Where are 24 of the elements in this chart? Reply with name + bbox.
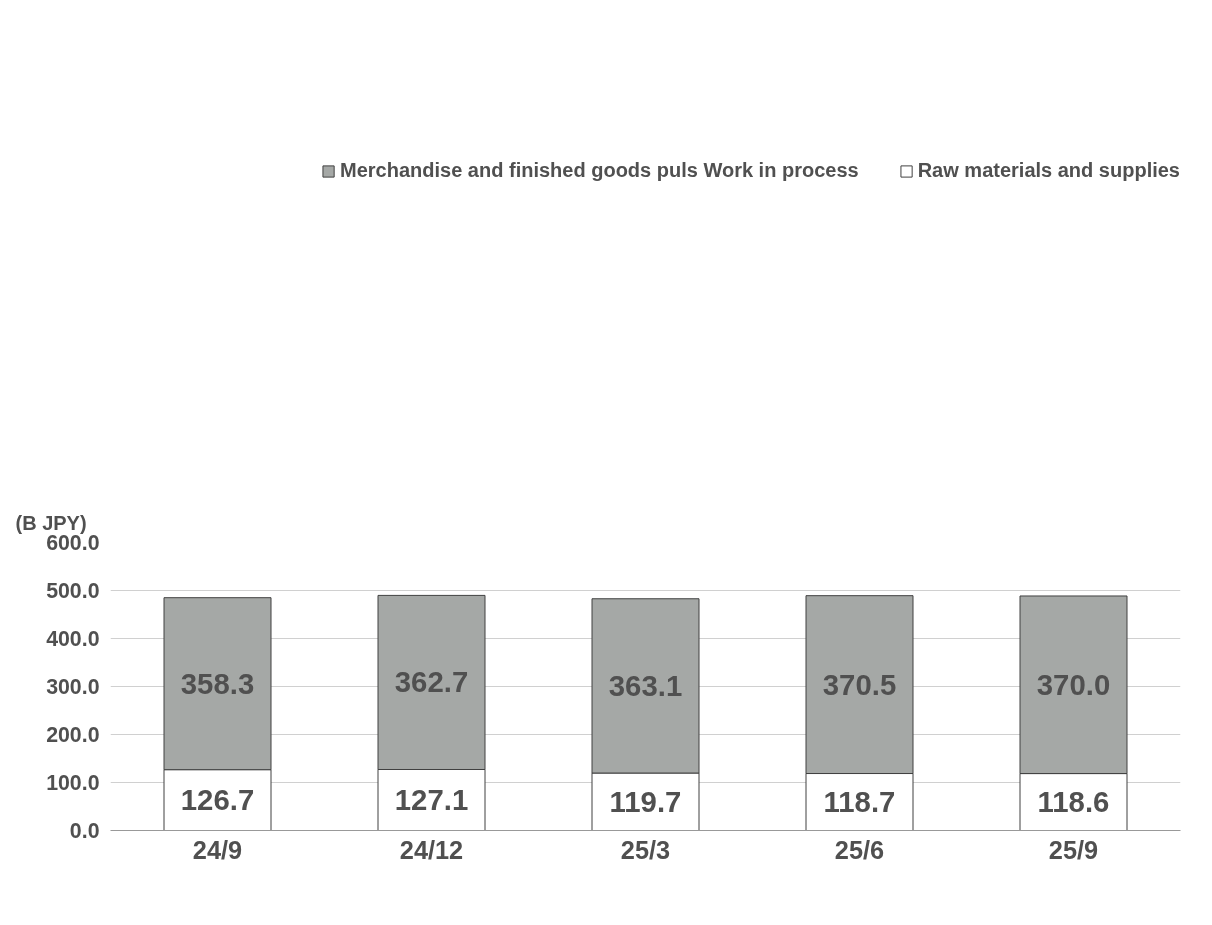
- data-label: 127.1: [394, 783, 469, 816]
- legend-label: Merchandise and finished goods puls Work in process: [340, 159, 859, 182]
- data-label: 119.7: [609, 784, 682, 818]
- x-tick-label: 25/3: [620, 835, 671, 864]
- data-label: 118.6: [1037, 785, 1110, 819]
- data-label: 362.7: [394, 665, 469, 699]
- y-tick-label: 200.0: [46, 723, 100, 747]
- data-label: 118.7: [823, 785, 896, 819]
- x-tick-label: 24/12: [399, 835, 464, 864]
- y-tick-label: 400.0: [46, 627, 100, 651]
- x-tick-label: 25/6: [834, 835, 885, 864]
- data-label: 370.0: [1036, 667, 1111, 701]
- data-label: 363.1: [608, 668, 683, 702]
- y-tick-label: 100.0: [46, 771, 100, 795]
- data-label: 358.3: [180, 666, 255, 700]
- legend-label: Raw materials and supplies: [917, 159, 1180, 182]
- data-label: 126.7: [180, 783, 255, 817]
- data-label: 370.5: [822, 667, 897, 701]
- x-tick-label: 25/9: [1048, 835, 1099, 864]
- x-tick-label: 24/9: [192, 835, 243, 864]
- y-tick-label: 300.0: [46, 675, 100, 699]
- y-tick-label: 500.0: [46, 579, 100, 603]
- text: (B JPY): [15, 511, 87, 534]
- y-tick-label: 0.0: [69, 819, 100, 843]
